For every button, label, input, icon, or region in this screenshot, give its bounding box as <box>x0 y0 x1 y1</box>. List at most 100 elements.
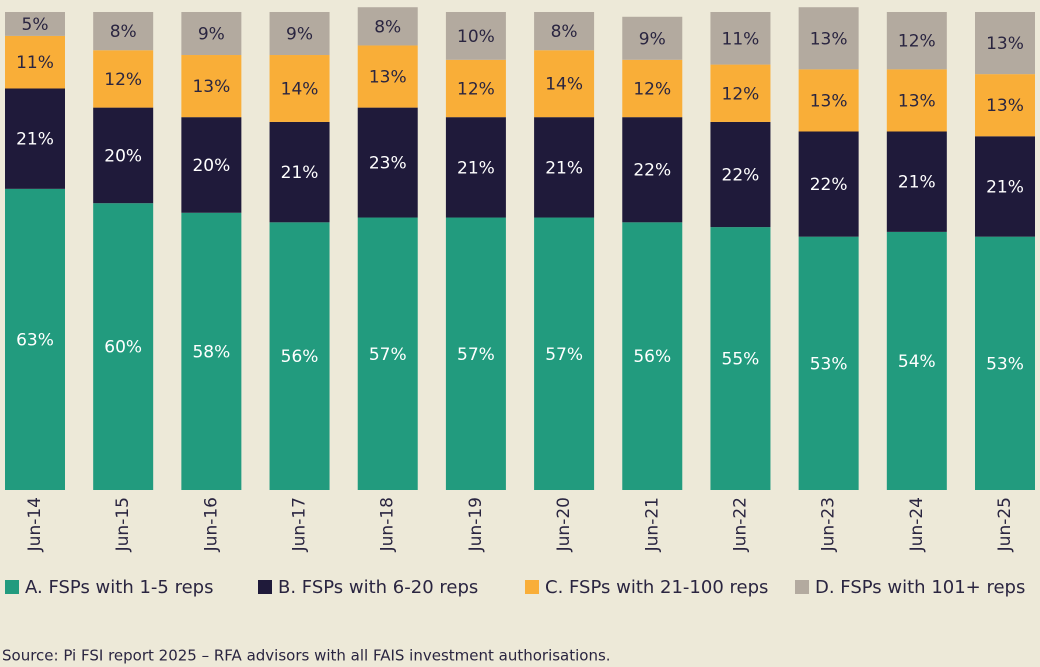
legend-label: D. FSPs with 101+ reps <box>815 577 1025 598</box>
bar-segment <box>357 45 418 108</box>
value-label: 21% <box>16 130 54 150</box>
value-label: 21% <box>986 177 1024 197</box>
bar-segment <box>886 231 947 490</box>
value-label: 23% <box>369 154 407 174</box>
value-label: 13% <box>986 34 1024 54</box>
value-label: 11% <box>722 29 760 49</box>
bar-segment <box>269 12 330 56</box>
value-label: 13% <box>192 77 230 97</box>
bar-segment <box>445 217 506 491</box>
bar-segment <box>5 35 65 89</box>
x-tick-label: Jun-19 <box>466 497 486 552</box>
value-label: 63% <box>16 330 54 350</box>
value-label: 13% <box>810 91 848 111</box>
bar-segment <box>975 236 1035 490</box>
bar-segment <box>181 55 242 118</box>
value-label: 57% <box>457 345 495 365</box>
value-label: 21% <box>281 163 319 183</box>
value-label: 57% <box>545 345 583 365</box>
bar-segment <box>181 12 242 56</box>
bar-segment <box>798 236 859 490</box>
legend-label: C. FSPs with 21-100 reps <box>545 577 768 598</box>
x-tick-label: Jun-16 <box>201 497 221 552</box>
bar-segment <box>975 136 1035 237</box>
legend-swatch <box>258 580 272 594</box>
value-label: 12% <box>722 84 760 104</box>
legend-label: A. FSPs with 1-5 reps <box>25 577 213 598</box>
value-label: 9% <box>198 25 225 45</box>
x-tick-label: Jun-15 <box>113 497 133 552</box>
value-label: 11% <box>16 53 54 73</box>
x-tick-label: Jun-22 <box>730 497 750 552</box>
bar-segment <box>93 12 154 51</box>
value-label: 56% <box>281 347 319 367</box>
value-label: 22% <box>633 161 671 181</box>
bar-segment <box>181 212 242 490</box>
value-label: 13% <box>986 96 1024 116</box>
bar-segment <box>534 50 595 118</box>
bar-segment <box>534 217 595 491</box>
value-label: 21% <box>898 173 936 193</box>
legend-label: B. FSPs with 6-20 reps <box>278 577 478 598</box>
bar-segment <box>5 188 65 491</box>
bar-segment <box>93 50 154 108</box>
bar-segment <box>93 107 154 204</box>
bar-segment <box>622 59 683 118</box>
bar-segment <box>534 117 595 218</box>
bar-segment <box>181 117 242 213</box>
value-label: 8% <box>551 22 578 42</box>
value-label: 12% <box>898 32 936 52</box>
bar-segment <box>710 64 771 122</box>
value-label: 12% <box>633 79 671 99</box>
value-label: 12% <box>104 70 142 90</box>
bar-segment <box>710 12 771 65</box>
bar-segment <box>269 121 330 223</box>
bar-segment <box>798 69 859 132</box>
bar-segment <box>975 12 1035 75</box>
x-tick-label: Jun-23 <box>819 497 839 552</box>
value-label: 14% <box>281 79 319 99</box>
value-label: 60% <box>104 338 142 358</box>
bar-segment <box>357 7 418 46</box>
bar-segment <box>445 12 506 60</box>
value-label: 55% <box>722 350 760 370</box>
bar-segment <box>269 55 330 122</box>
legend-swatch <box>525 580 539 594</box>
value-label: 10% <box>457 27 495 47</box>
x-tick-label: Jun-17 <box>290 497 310 552</box>
value-label: 5% <box>22 15 49 35</box>
bar-segment <box>93 203 154 490</box>
value-label: 53% <box>810 354 848 374</box>
value-label: 12% <box>457 79 495 99</box>
bar-segment <box>5 88 65 189</box>
value-label: 9% <box>639 29 666 49</box>
bar-segment <box>5 12 65 36</box>
bar-segment <box>886 69 947 132</box>
value-label: 57% <box>369 345 407 365</box>
value-label: 22% <box>810 175 848 195</box>
bar-segment <box>798 131 859 237</box>
value-label: 9% <box>286 25 313 45</box>
value-label: 21% <box>457 158 495 178</box>
bar-segment <box>710 121 771 228</box>
value-label: 53% <box>986 354 1024 374</box>
bar-segment <box>798 7 859 70</box>
bar-segment <box>445 59 506 118</box>
source-note: Source: Pi FSI report 2025 – RFA advisor… <box>2 647 611 665</box>
value-label: 13% <box>369 68 407 88</box>
bar-segment <box>357 217 418 491</box>
value-label: 8% <box>374 17 401 37</box>
value-label: 20% <box>192 156 230 176</box>
bar-segment <box>357 107 418 218</box>
bar-segment <box>622 16 683 60</box>
x-tick-label: Jun-20 <box>554 497 574 552</box>
bar-segment <box>622 117 683 223</box>
bar-segment <box>886 131 947 232</box>
value-label: 54% <box>898 352 936 372</box>
value-label: 21% <box>545 158 583 178</box>
bar-segment <box>269 222 330 490</box>
bar-segment <box>975 74 1035 137</box>
x-tick-label: Jun-21 <box>642 497 662 552</box>
value-label: 13% <box>898 91 936 111</box>
